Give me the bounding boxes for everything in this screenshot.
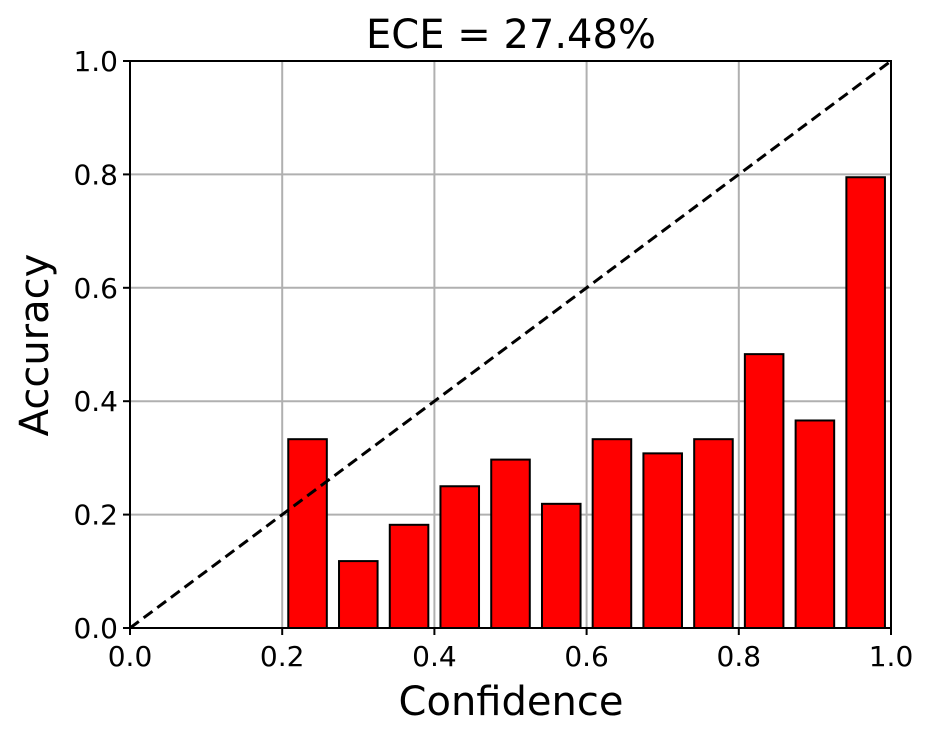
y-axis-label: Accuracy <box>12 254 58 437</box>
x-tick-label: 0.0 <box>108 640 153 673</box>
x-axis-ticks: 0.0 0.2 0.4 0.6 0.8 1.0 <box>108 628 914 673</box>
accuracy-bar <box>693 438 734 629</box>
y-tick-label: 1.0 <box>73 45 118 78</box>
y-tick-label: 0.8 <box>73 158 118 191</box>
accuracy-bar <box>591 438 633 629</box>
x-tick-label: 1.0 <box>869 640 914 673</box>
y-tick-label: 0.0 <box>73 612 118 645</box>
accuracy-bar <box>540 502 582 629</box>
y-tick-label: 0.2 <box>73 499 118 532</box>
x-tick-label: 0.6 <box>564 640 609 673</box>
accuracy-bar <box>388 523 430 630</box>
perfect-calibration-line <box>129 59 892 630</box>
plot-frame <box>129 60 892 629</box>
accuracy-bar <box>845 176 886 630</box>
chart-title: ECE = 27.48% <box>366 12 656 58</box>
accuracy-bar <box>439 485 481 629</box>
x-tick-label: 0.2 <box>260 640 305 673</box>
y-tick-label: 0.4 <box>73 385 118 418</box>
x-axis-label: Confidence <box>399 679 624 725</box>
accuracy-bar <box>743 353 785 629</box>
accuracy-bar <box>287 438 328 629</box>
accuracy-bar <box>794 419 836 629</box>
bars <box>287 176 886 630</box>
x-tick-label: 0.4 <box>412 640 457 673</box>
accuracy-bar <box>338 560 379 629</box>
y-axis-ticks: 0.0 0.2 0.4 0.6 0.8 1.0 <box>73 45 130 645</box>
y-tick-label: 0.6 <box>73 272 118 305</box>
x-tick-label: 0.8 <box>717 640 762 673</box>
accuracy-bar <box>490 458 531 630</box>
accuracy-bar <box>642 452 683 630</box>
